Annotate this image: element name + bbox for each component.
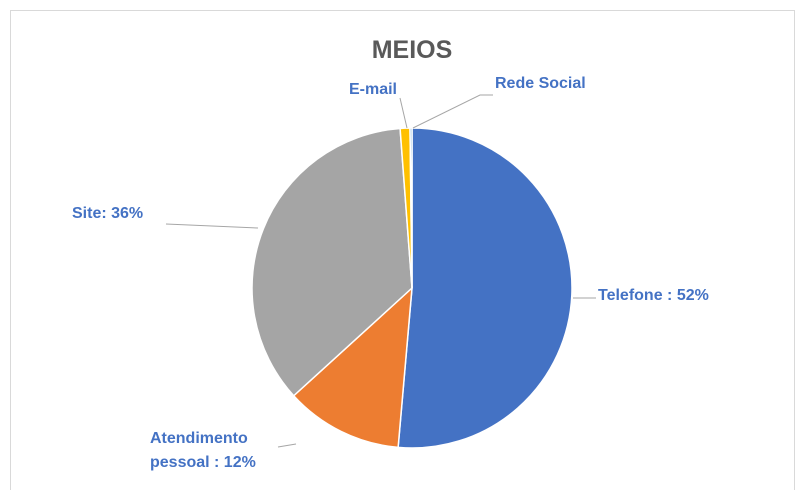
data-label: Site: 36% xyxy=(72,205,143,222)
data-label: Atendimento pessoal : 12% xyxy=(150,430,256,471)
pie-slice xyxy=(251,127,413,397)
pie-slice xyxy=(292,286,413,449)
data-label-line: pessoal : 12% xyxy=(150,454,256,471)
data-label-line: Atendimento xyxy=(150,430,248,447)
data-label: Rede Social xyxy=(495,75,586,92)
leader-line xyxy=(399,97,408,129)
data-label: E-mail xyxy=(349,81,397,98)
data-label: Telefone : 52% xyxy=(598,287,709,304)
leader-line xyxy=(277,443,297,448)
pie-slice xyxy=(409,127,413,289)
leader-line xyxy=(165,223,259,229)
pie-slice xyxy=(397,127,573,449)
chart-title: MEIOS xyxy=(372,36,453,64)
leader-line xyxy=(412,94,493,129)
